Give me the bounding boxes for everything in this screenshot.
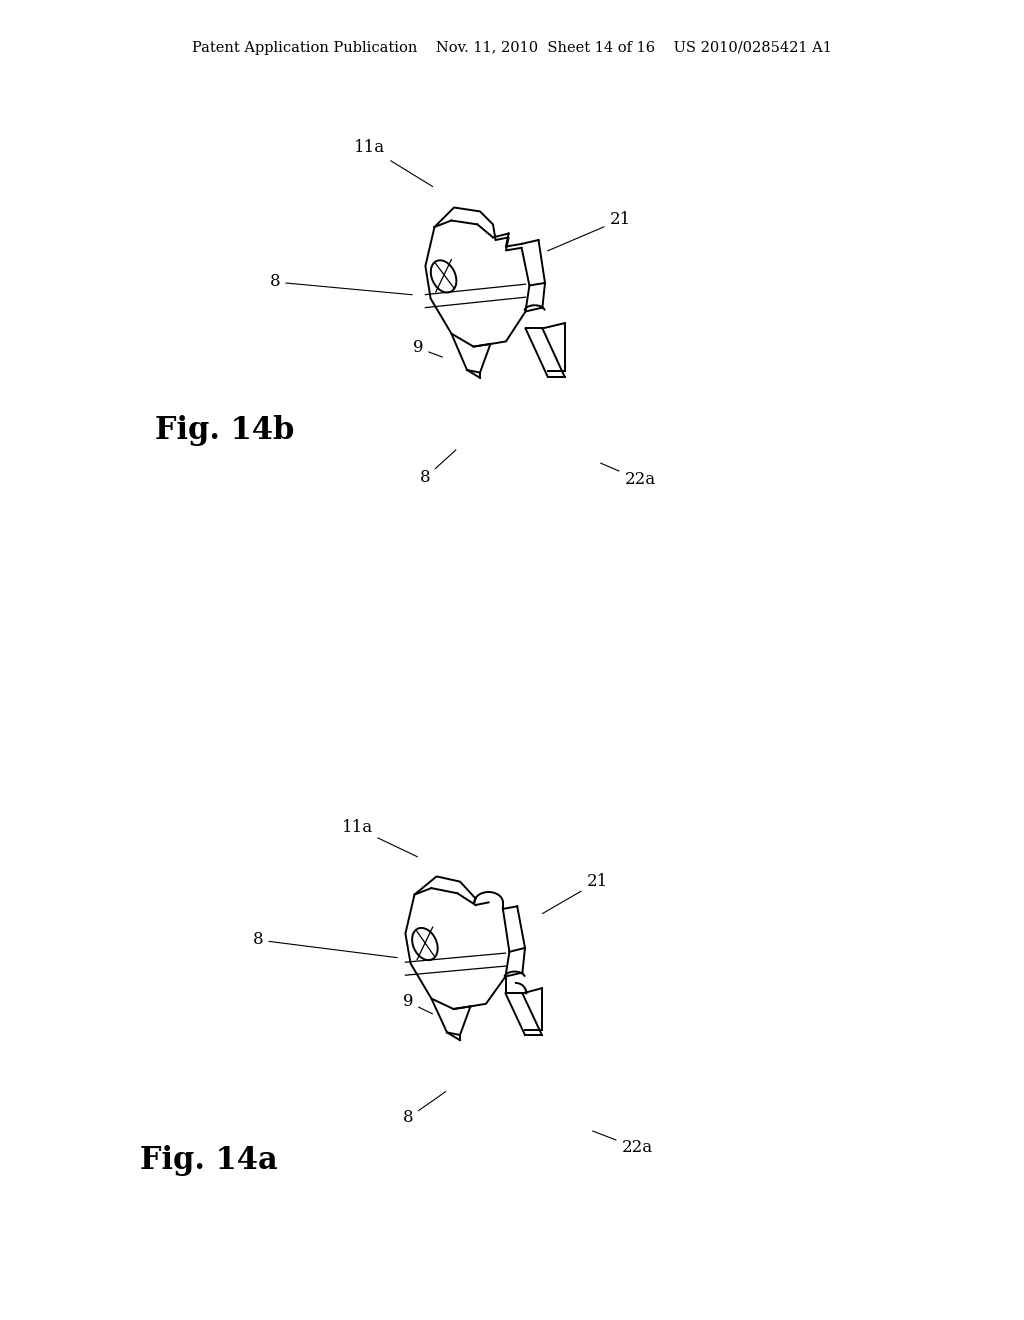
Text: 8: 8 <box>269 273 413 294</box>
Text: 9: 9 <box>413 339 442 356</box>
Text: Fig. 14a: Fig. 14a <box>140 1144 278 1176</box>
Text: 8: 8 <box>420 450 456 487</box>
Text: 21: 21 <box>543 874 607 913</box>
Text: 9: 9 <box>402 994 432 1014</box>
Text: 11a: 11a <box>341 820 418 857</box>
Text: 8: 8 <box>253 932 397 957</box>
Text: Fig. 14b: Fig. 14b <box>155 414 294 446</box>
Text: 21: 21 <box>548 211 631 251</box>
Text: 22a: 22a <box>600 463 655 488</box>
Text: Patent Application Publication    Nov. 11, 2010  Sheet 14 of 16    US 2010/02854: Patent Application Publication Nov. 11, … <box>193 41 831 55</box>
Text: 22a: 22a <box>593 1131 652 1156</box>
Text: 11a: 11a <box>354 140 432 186</box>
Text: 8: 8 <box>402 1092 445 1126</box>
